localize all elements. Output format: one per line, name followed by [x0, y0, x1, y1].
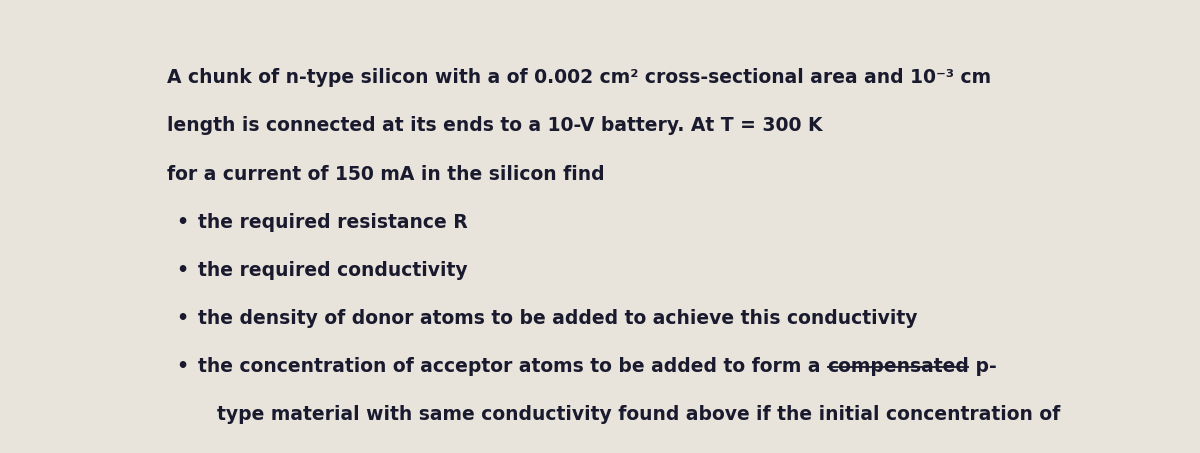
- Text: the required conductivity: the required conductivity: [198, 261, 468, 280]
- Text: compensated: compensated: [827, 357, 970, 376]
- Text: •: •: [176, 357, 188, 376]
- Text: for a current of 150 mA in the silicon find: for a current of 150 mA in the silicon f…: [167, 164, 605, 183]
- Text: •: •: [176, 213, 188, 232]
- Text: p-: p-: [970, 357, 997, 376]
- Text: if the initial concentration of: if the initial concentration of: [756, 405, 1061, 424]
- Text: the concentration of acceptor atoms to be added to form a: the concentration of acceptor atoms to b…: [198, 357, 827, 376]
- Text: A chunk of n-type silicon with a of 0.002 cm² cross-sectional area and 10⁻³ cm: A chunk of n-type silicon with a of 0.00…: [167, 68, 991, 87]
- Text: the density of donor atoms to be added to achieve this conductivity: the density of donor atoms to be added t…: [198, 309, 918, 328]
- Text: length is connected at its ends to a 10-V battery. At T = 300 K: length is connected at its ends to a 10-…: [167, 116, 822, 135]
- Text: the required resistance R: the required resistance R: [198, 213, 468, 232]
- Text: •: •: [176, 309, 188, 328]
- Text: •: •: [176, 261, 188, 280]
- Text: type material with same conductivity found above: type material with same conductivity fou…: [217, 405, 756, 424]
